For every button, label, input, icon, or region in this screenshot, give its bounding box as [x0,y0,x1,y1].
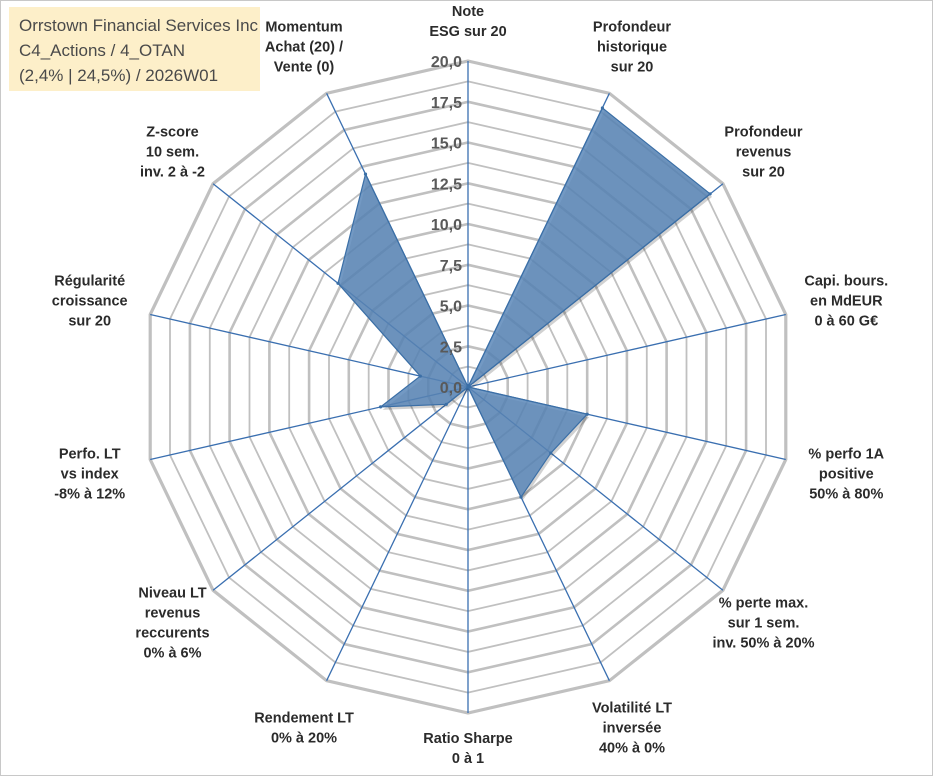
tick-label: 7,5 [440,258,462,275]
axis-label: Ratio Sharpe 0 à 1 [423,731,512,767]
data-point [600,106,605,110]
axis-label: % perfo 1A positive 50% à 80% [808,446,884,502]
axis-label: Perfo. LT vs index -8% à 12% [54,446,125,502]
tick-label: 10,0 [431,217,462,234]
axis-spoke [150,313,469,388]
chart-title: Orrstown Financial Services Inc [19,16,259,35]
axis-label: Profondeur revenus sur 20 [724,124,802,180]
data-point [444,402,448,406]
data-point [585,412,589,416]
data-point [363,172,368,176]
data-series-area [337,107,712,499]
chart-subtitle-period: (2,4% | 24,5%) / 2026W01 [19,66,219,85]
data-point [549,451,553,455]
chart-subtitle-category: C4_Actions / 4_OTAN [19,41,185,60]
axis-label: Z-score 10 sem. inv. 2 à -2 [140,124,205,180]
tick-label: 2,5 [440,339,462,356]
axis-label: Niveau LT revenus reccurents 0% à 6% [135,586,209,662]
axis-label: Profondeur historique sur 20 [593,19,671,75]
axis-spoke [326,386,469,681]
data-point [336,281,340,285]
axis-label: Régularité croissance sur 20 [52,274,128,330]
tick-label: 12,5 [431,176,462,193]
tick-label: 0,0 [440,380,462,397]
label-layer: Note ESG sur 20 Profondeur historique sur 20… [52,4,888,767]
data-point [708,192,712,196]
axis-label: Volatilité LT inversée 40% à 0% [592,701,672,757]
data-point [466,385,470,389]
tick-label: 15,0 [431,136,462,153]
data-layer [336,106,713,501]
grid-layer [148,59,788,715]
tick-layer: 0,0 2,5 5,0 7,5 10,0 12,5 15,0 17,5 20,0 [431,54,462,397]
axis-label: % perte max. sur 1 sem. inv. 50% à 20% [712,596,814,652]
axis-label: Note ESG sur 20 [429,4,506,40]
data-point [418,374,422,378]
axis-spoke [212,386,469,591]
tick-label: 20,0 [431,54,462,71]
axis-label: Momentum Achat (20) / Vente (0) [265,19,343,75]
tick-label: 5,0 [440,299,462,316]
axis-spoke [467,313,786,388]
axis-label: Capi. bours. en MdEUR 0 à 60 G€ [804,274,888,330]
chart-title-box: Orrstown Financial Services Inc C4_Actio… [9,7,260,91]
axis-label: Rendement LT 0% à 20% [254,711,354,747]
tick-label: 17,5 [431,95,462,112]
data-point [519,495,523,499]
data-point [379,405,383,409]
